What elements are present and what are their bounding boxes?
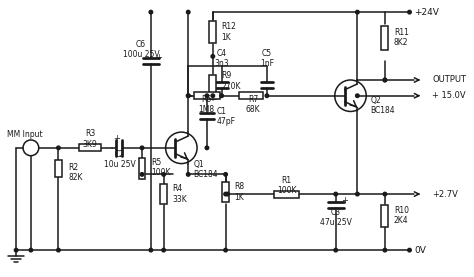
Circle shape xyxy=(220,94,223,98)
FancyBboxPatch shape xyxy=(239,92,263,99)
Text: +: + xyxy=(341,196,347,206)
Circle shape xyxy=(186,10,190,14)
Text: C4
3n3: C4 3n3 xyxy=(214,49,229,68)
Text: C6
100u 25V: C6 100u 25V xyxy=(123,40,159,59)
Circle shape xyxy=(383,248,387,252)
Circle shape xyxy=(14,248,18,252)
Circle shape xyxy=(226,192,229,196)
Circle shape xyxy=(162,248,165,252)
FancyBboxPatch shape xyxy=(79,144,100,151)
Circle shape xyxy=(408,248,411,252)
Circle shape xyxy=(356,94,359,98)
Text: R4
33K: R4 33K xyxy=(173,184,187,204)
Text: R8
1K: R8 1K xyxy=(235,182,245,202)
Circle shape xyxy=(211,94,215,98)
Text: +24V: +24V xyxy=(414,8,439,17)
FancyBboxPatch shape xyxy=(222,182,229,202)
Text: +2.7V: +2.7V xyxy=(432,189,458,199)
FancyBboxPatch shape xyxy=(160,184,167,204)
Circle shape xyxy=(140,146,144,150)
Text: R3
3K9: R3 3K9 xyxy=(82,129,97,149)
Circle shape xyxy=(408,10,411,14)
Text: OUTPUT: OUTPUT xyxy=(432,76,466,84)
Text: C5
1nF: C5 1nF xyxy=(260,49,274,68)
Circle shape xyxy=(334,248,337,252)
Circle shape xyxy=(186,94,190,98)
Text: C2
10u 25V: C2 10u 25V xyxy=(103,150,135,169)
Text: R5
100K: R5 100K xyxy=(151,158,170,177)
Circle shape xyxy=(224,173,228,176)
Circle shape xyxy=(140,173,144,176)
Text: R12
1K: R12 1K xyxy=(222,22,237,42)
FancyBboxPatch shape xyxy=(382,205,388,227)
FancyBboxPatch shape xyxy=(138,158,146,179)
Text: R9
270K: R9 270K xyxy=(222,71,241,91)
Text: R6
1M8: R6 1M8 xyxy=(198,95,214,114)
Circle shape xyxy=(383,192,387,196)
Circle shape xyxy=(356,10,359,14)
Text: Q1
BC184: Q1 BC184 xyxy=(193,160,218,179)
FancyBboxPatch shape xyxy=(210,75,216,99)
FancyBboxPatch shape xyxy=(194,92,220,99)
Text: C1
47pF: C1 47pF xyxy=(217,107,236,126)
Text: Q2
BC184: Q2 BC184 xyxy=(370,96,395,115)
Circle shape xyxy=(162,173,165,176)
Text: +: + xyxy=(113,134,120,142)
Text: C3
47u 25V: C3 47u 25V xyxy=(320,208,352,227)
Circle shape xyxy=(211,55,215,58)
Circle shape xyxy=(356,192,359,196)
Circle shape xyxy=(186,173,190,176)
Text: MM Input: MM Input xyxy=(7,130,43,138)
Circle shape xyxy=(224,192,228,196)
Circle shape xyxy=(265,94,269,98)
Text: + 15.0V: + 15.0V xyxy=(432,91,466,100)
Circle shape xyxy=(205,94,209,98)
FancyBboxPatch shape xyxy=(210,21,216,43)
Circle shape xyxy=(149,248,153,252)
Circle shape xyxy=(149,10,153,14)
FancyBboxPatch shape xyxy=(55,160,62,177)
FancyBboxPatch shape xyxy=(382,26,388,50)
Circle shape xyxy=(383,78,387,82)
Circle shape xyxy=(383,78,387,82)
Circle shape xyxy=(205,146,209,150)
Circle shape xyxy=(57,248,60,252)
Circle shape xyxy=(334,192,337,196)
Circle shape xyxy=(186,94,190,98)
Circle shape xyxy=(57,146,60,150)
Text: R7
68K: R7 68K xyxy=(246,95,260,114)
Text: R1
100K: R1 100K xyxy=(277,176,296,195)
Text: +: + xyxy=(155,53,162,62)
Circle shape xyxy=(224,248,228,252)
Text: R10
2K4: R10 2K4 xyxy=(394,206,409,225)
Text: R2
82K: R2 82K xyxy=(68,163,83,182)
Text: R11
8K2: R11 8K2 xyxy=(394,28,409,47)
FancyBboxPatch shape xyxy=(274,191,300,198)
Text: 0V: 0V xyxy=(414,246,426,255)
Circle shape xyxy=(29,248,33,252)
